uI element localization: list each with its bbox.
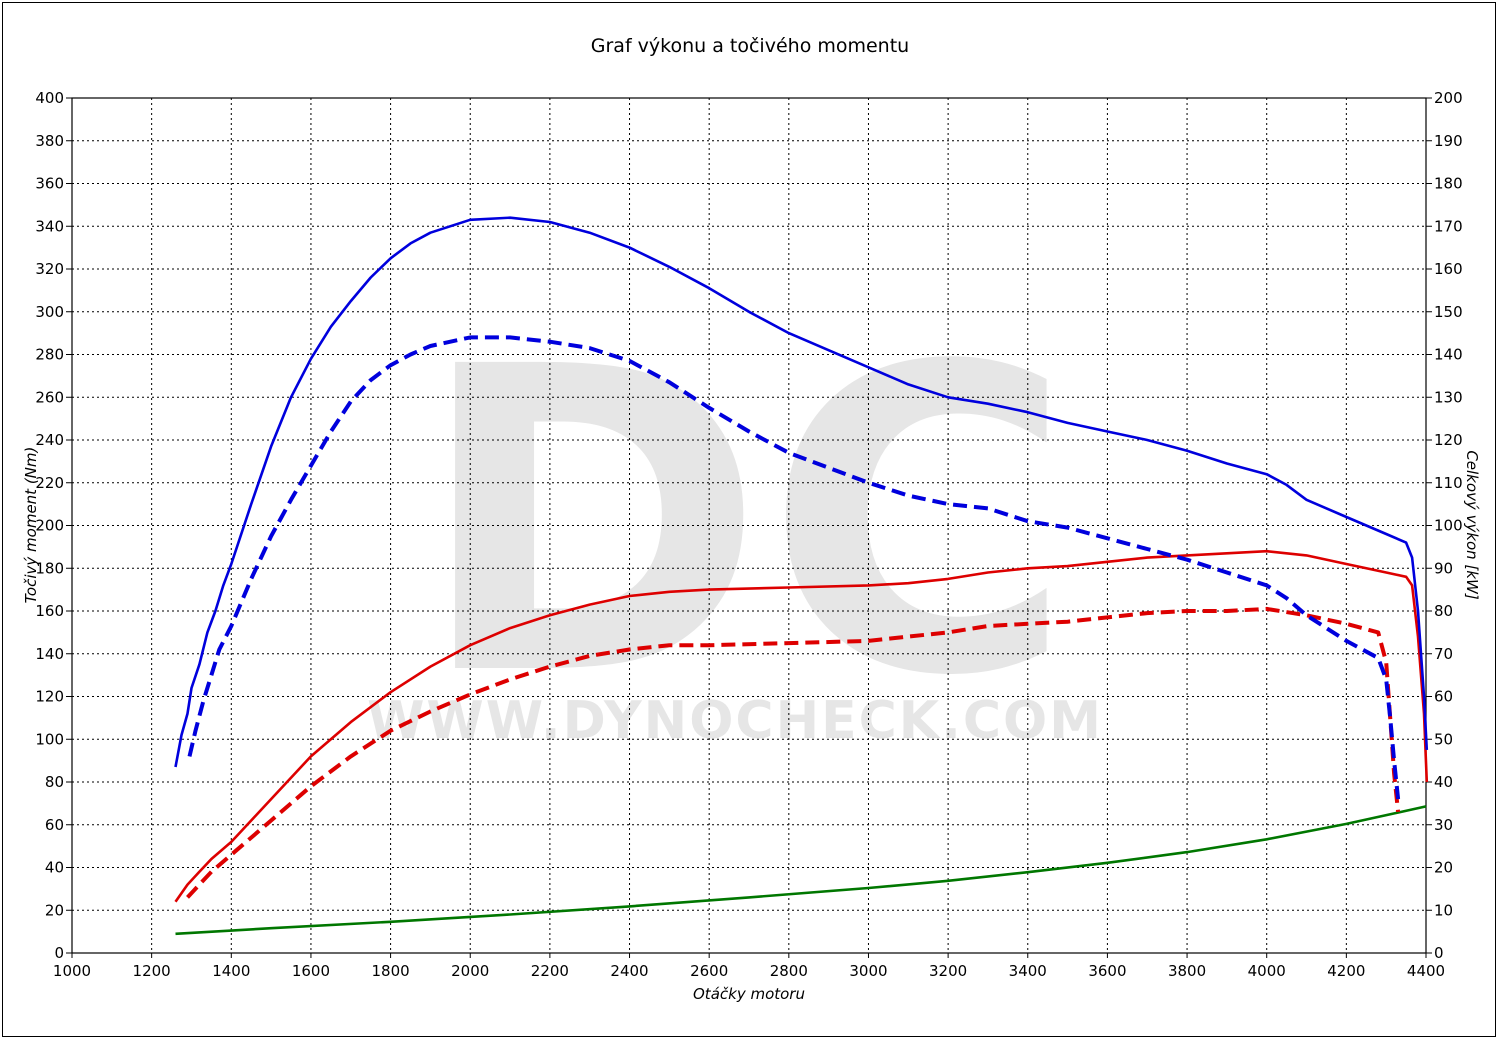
y-right-tick-label: 0 bbox=[1434, 944, 1444, 962]
y-right-tick-label: 40 bbox=[1434, 773, 1453, 791]
x-tick-label: 2600 bbox=[690, 962, 728, 980]
y-right-tick-label: 200 bbox=[1434, 89, 1463, 107]
y-right-tick-label: 90 bbox=[1434, 559, 1453, 577]
x-tick-label: 3200 bbox=[929, 962, 967, 980]
y-left-tick-label: 100 bbox=[35, 730, 64, 748]
y-right-tick-label: 190 bbox=[1434, 132, 1463, 150]
y-right-tick-label: 150 bbox=[1434, 303, 1463, 321]
y-right-tick-label: 180 bbox=[1434, 175, 1463, 193]
y-left-tick-label: 0 bbox=[54, 944, 64, 962]
y-left-tick-label: 180 bbox=[35, 559, 64, 577]
watermark-logo-letters: DC bbox=[417, 279, 1074, 768]
x-tick-label: 4000 bbox=[1248, 962, 1286, 980]
watermark-url: WWW.DYNOCHECK.COM bbox=[367, 691, 1103, 751]
series-line-torque-stock bbox=[187, 335, 1401, 800]
y-left-tick-label: 360 bbox=[35, 175, 64, 193]
y-left-tick-label: 320 bbox=[35, 260, 64, 278]
y-axis-label-right: Celkový výkon [kW] bbox=[1463, 450, 1481, 600]
series-line-power-stock bbox=[186, 606, 1401, 899]
x-tick-label: 1000 bbox=[53, 962, 91, 980]
y-right-tick-label: 100 bbox=[1434, 517, 1463, 535]
y-right-tick-label: 140 bbox=[1434, 346, 1463, 364]
x-tick-label: 4200 bbox=[1327, 962, 1365, 980]
x-tick-label: 3400 bbox=[1009, 962, 1047, 980]
y-left-tick-label: 220 bbox=[35, 474, 64, 492]
series-line-power-tuned bbox=[174, 549, 1429, 903]
y-left-tick-label: 40 bbox=[45, 859, 64, 877]
x-tick-label: 1200 bbox=[133, 962, 171, 980]
x-tick-label: 2200 bbox=[531, 962, 569, 980]
chart-title: Graf výkonu a točivého momentu bbox=[591, 35, 909, 57]
y-right-tick-label: 170 bbox=[1434, 217, 1463, 235]
y-axis-label-left: Točivý moment (Nm) bbox=[22, 447, 40, 604]
series-layer bbox=[174, 216, 1429, 936]
y-left-tick-label: 400 bbox=[35, 89, 64, 107]
x-tick-label: 2800 bbox=[770, 962, 808, 980]
x-tick-label: 2400 bbox=[610, 962, 648, 980]
y-left-tick-label: 200 bbox=[35, 517, 64, 535]
watermark: DC WWW.DYNOCHECK.COM bbox=[367, 279, 1103, 768]
x-tick-label: 1400 bbox=[212, 962, 250, 980]
y-left-tick-label: 60 bbox=[45, 816, 64, 834]
x-tick-label: 3800 bbox=[1168, 962, 1206, 980]
x-tick-label: 3000 bbox=[849, 962, 887, 980]
y-left-tick-label: 140 bbox=[35, 645, 64, 663]
y-right-tick-label: 160 bbox=[1434, 260, 1463, 278]
y-right-tick-label: 120 bbox=[1434, 431, 1463, 449]
x-tick-label: 3600 bbox=[1088, 962, 1126, 980]
x-tick-label: 4400 bbox=[1407, 962, 1445, 980]
y-right-tick-label: 30 bbox=[1434, 816, 1453, 834]
y-left-tick-label: 120 bbox=[35, 688, 64, 706]
y-right-tick-label: 50 bbox=[1434, 730, 1453, 748]
y-right-tick-label: 10 bbox=[1434, 901, 1453, 919]
x-tick-label: 2000 bbox=[451, 962, 489, 980]
x-tick-label: 1800 bbox=[371, 962, 409, 980]
grid bbox=[72, 98, 1426, 953]
y-left-tick-label: 380 bbox=[35, 132, 64, 150]
series-line-torque-tuned bbox=[174, 216, 1429, 768]
y-left-tick-label: 300 bbox=[35, 303, 64, 321]
y-left-tick-label: 280 bbox=[35, 346, 64, 364]
y-right-tick-label: 60 bbox=[1434, 688, 1453, 706]
axis-ticks: 1000 1200 1400 1600 1800 2000 2200 2400 2600 2800… bbox=[35, 89, 1462, 980]
y-left-tick-label: 340 bbox=[35, 217, 64, 235]
y-left-tick-label: 240 bbox=[35, 431, 64, 449]
y-right-tick-label: 70 bbox=[1434, 645, 1453, 663]
y-right-tick-label: 130 bbox=[1434, 388, 1463, 406]
y-right-tick-label: 20 bbox=[1434, 859, 1453, 877]
y-right-tick-label: 80 bbox=[1434, 602, 1453, 620]
series-line-losses bbox=[175, 805, 1427, 936]
y-left-tick-label: 80 bbox=[45, 773, 64, 791]
x-axis-label: Otáčky motoru bbox=[693, 985, 805, 1003]
y-left-tick-label: 160 bbox=[35, 602, 64, 620]
y-left-tick-label: 260 bbox=[35, 388, 64, 406]
y-left-tick-label: 20 bbox=[45, 901, 64, 919]
x-tick-label: 1600 bbox=[292, 962, 330, 980]
y-right-tick-label: 110 bbox=[1434, 474, 1463, 492]
